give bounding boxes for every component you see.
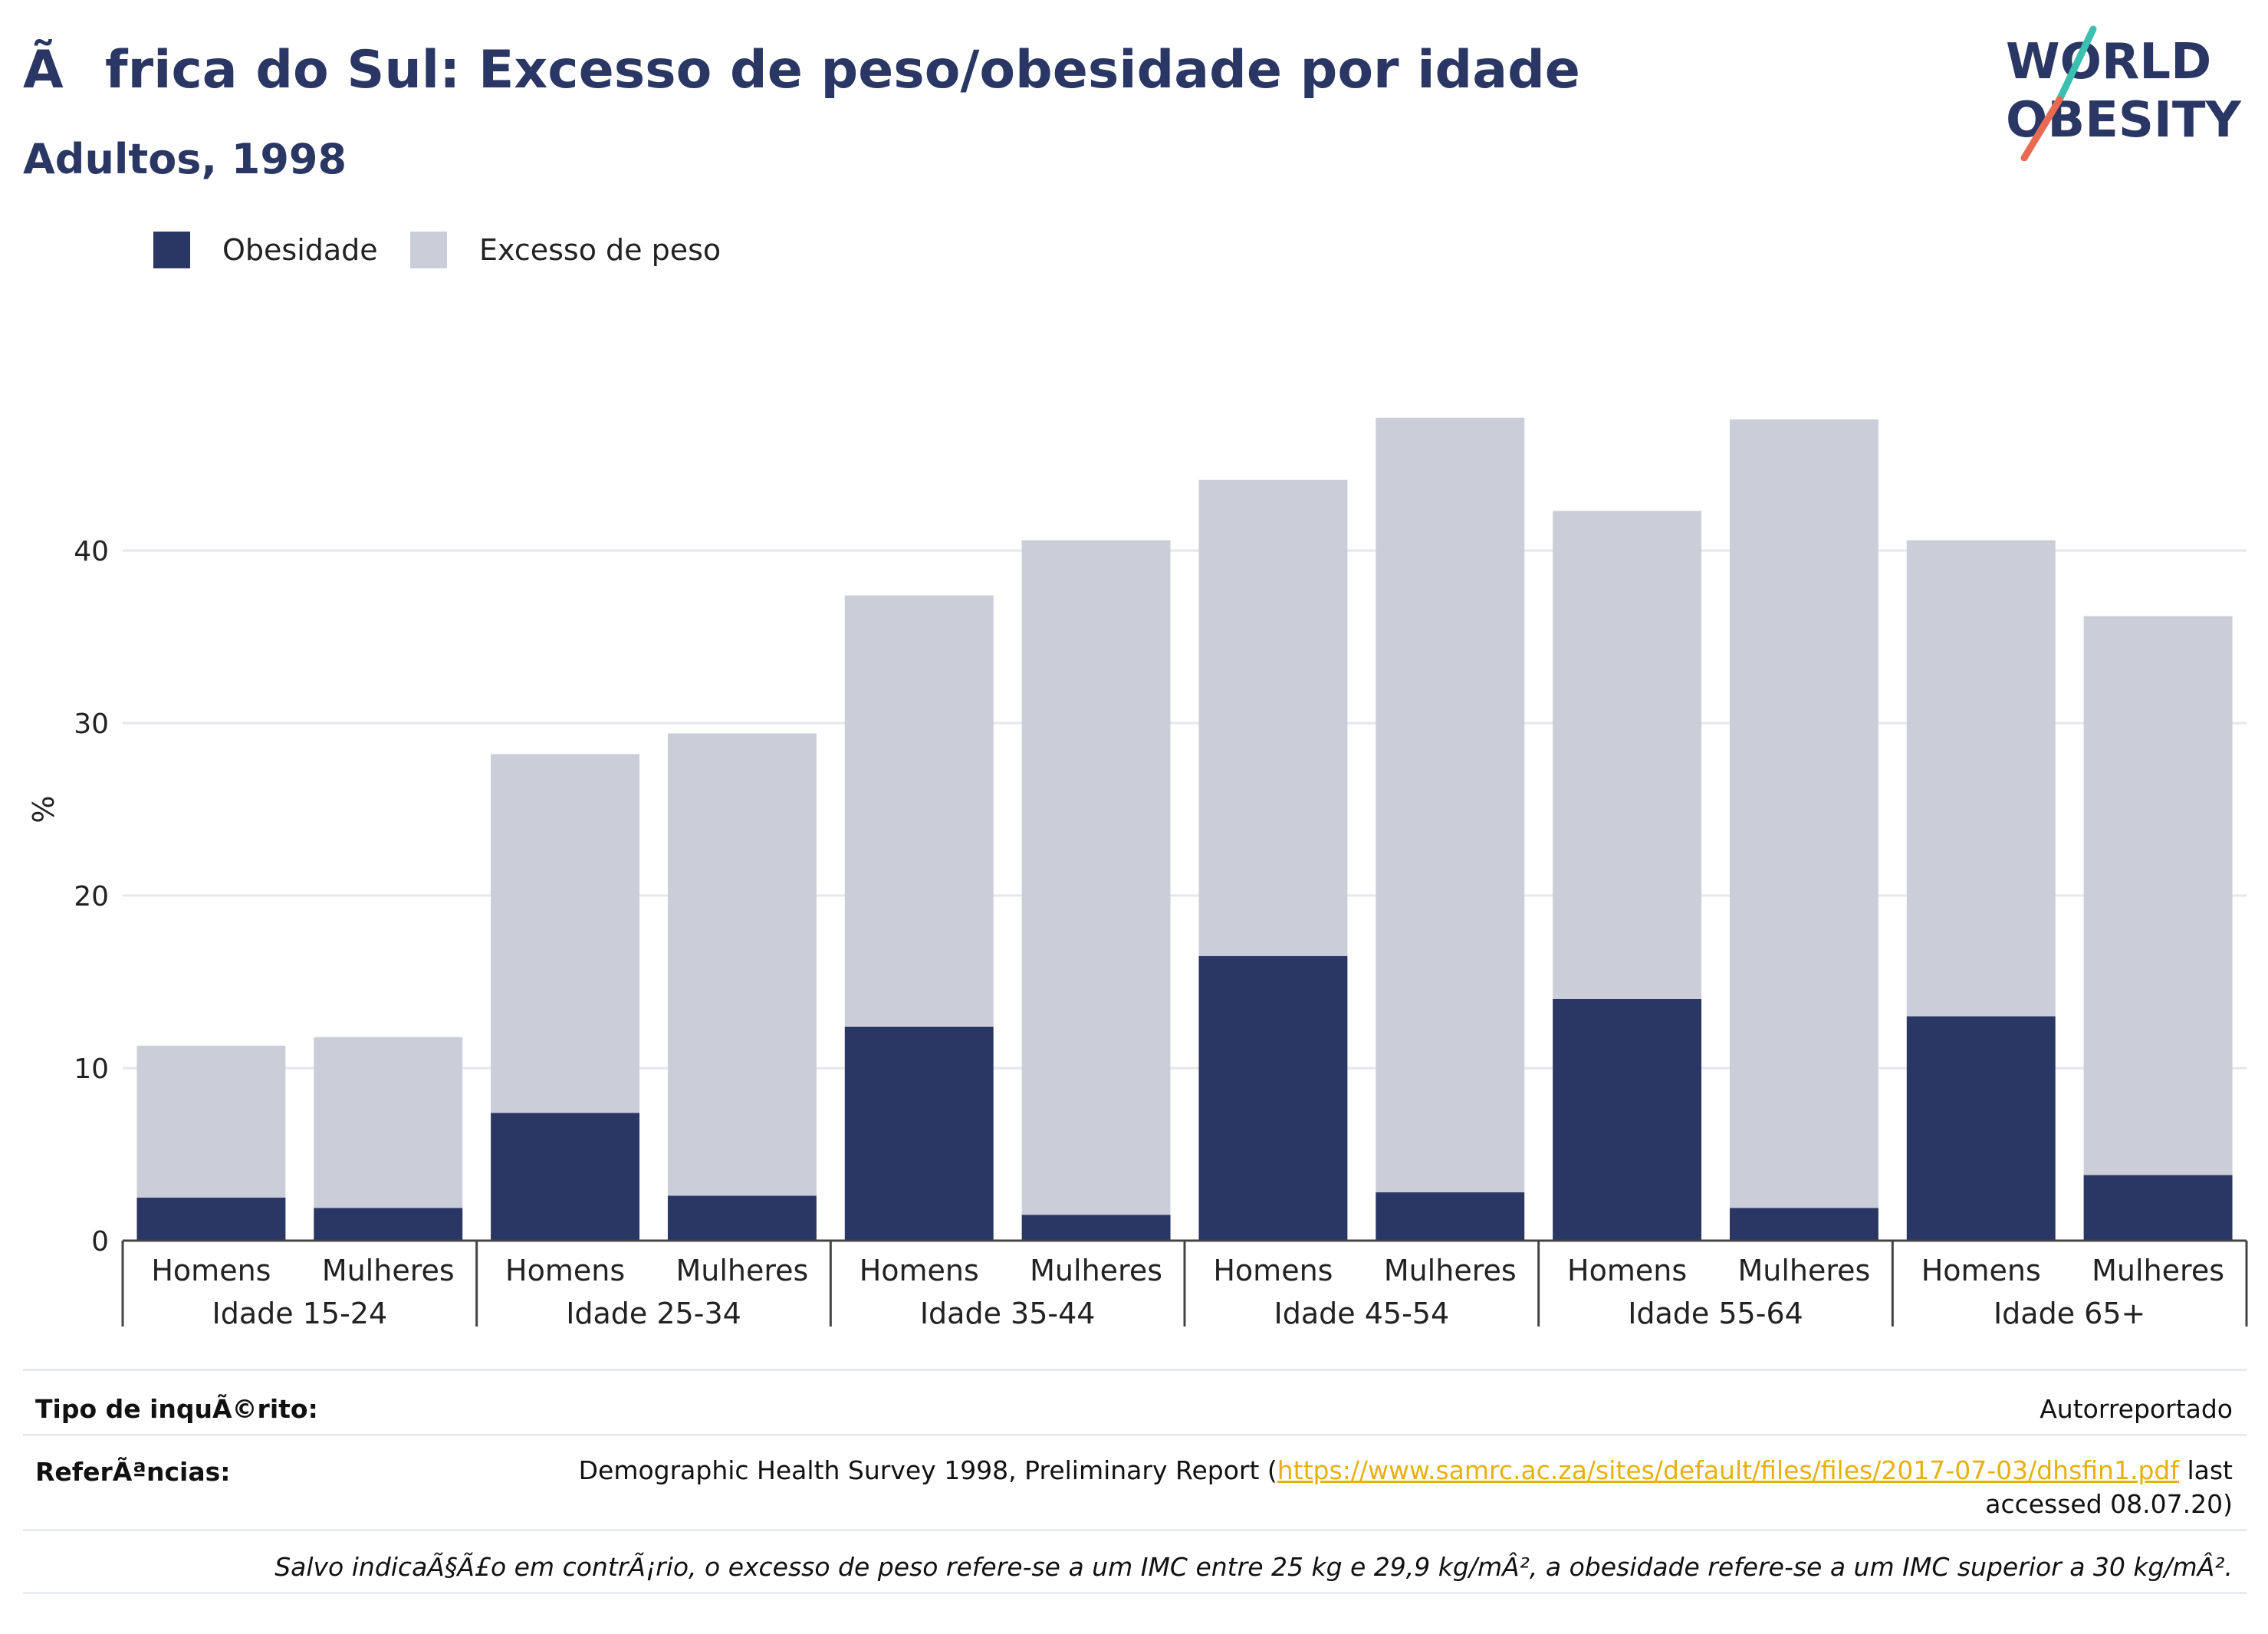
x-subcategory-label: Homens	[151, 1254, 271, 1287]
bar-obesidade	[314, 1208, 463, 1241]
x-subcategory-label: Homens	[1213, 1254, 1333, 1287]
bar-obesidade	[1553, 999, 1702, 1241]
references-accessed: last accessed 08.07.20)	[1985, 1455, 2233, 1519]
y-tick-label: 20	[74, 881, 109, 912]
logo-accent-teal	[2056, 25, 2097, 104]
logo-word-2: OBESITY	[2006, 92, 2241, 149]
y-tick-label: 10	[74, 1054, 109, 1085]
references-value: Demographic Health Survey 1998, Prelimin…	[469, 1454, 2233, 1521]
bar-excesso-de-peso	[2083, 616, 2233, 1175]
x-subcategory-label: Mulheres	[1030, 1254, 1162, 1287]
references-label: ReferÃªncias:	[35, 1457, 231, 1487]
x-subcategory-label: Homens	[1921, 1254, 2041, 1287]
bar-obesidade	[1376, 1192, 1525, 1241]
references-link[interactable]: https://www.samrc.ac.za/sites/default/fi…	[1277, 1455, 2179, 1485]
bar-obesidade	[491, 1113, 640, 1241]
x-subcategory-label: Mulheres	[2092, 1254, 2224, 1287]
survey-type-value: Autorreportado	[2040, 1394, 2233, 1424]
bar-excesso-de-peso	[667, 733, 817, 1196]
bar-excesso-de-peso	[1729, 419, 1878, 1208]
x-subcategory-label: Mulheres	[675, 1254, 808, 1287]
logo-accent-coral	[2020, 96, 2063, 161]
x-subcategory-label: Mulheres	[1737, 1254, 1870, 1287]
y-tick-label: 30	[74, 709, 109, 740]
x-subcategory-label: Mulheres	[322, 1254, 455, 1287]
footer-divider	[23, 1434, 2247, 1436]
bar-excesso-de-peso	[1021, 540, 1171, 1215]
chart-subtitle: Adultos, 1998	[23, 135, 347, 183]
bar-excesso-de-peso	[136, 1045, 286, 1198]
x-group-label: Idade 65+	[1994, 1297, 2145, 1330]
footer-divider	[23, 1529, 2247, 1531]
legend-swatch-obesidade	[153, 232, 190, 268]
references-text: Demographic Health Survey 1998, Prelimin…	[578, 1455, 1277, 1485]
bar-obesidade	[1729, 1208, 1878, 1241]
x-subcategory-label: Homens	[1567, 1254, 1687, 1287]
x-group-label: Idade 45-54	[1274, 1297, 1450, 1330]
logo-word-1: WORLD	[2006, 34, 2211, 90]
footer-divider	[23, 1592, 2247, 1594]
x-subcategory-label: Homens	[505, 1254, 625, 1287]
bar-excesso-de-peso	[314, 1037, 463, 1208]
bar-excesso-de-peso	[1906, 540, 2056, 1017]
stacked-bar-chart: 0 10 20 30 40% Homens Mulheres Idade 15-24 Homen…	[27, 417, 2248, 1330]
bar-obesidade	[2083, 1175, 2233, 1241]
survey-type-label: Tipo de inquÃ©rito:	[35, 1394, 318, 1424]
bar-obesidade	[1021, 1215, 1171, 1241]
chart-title: Ãfrica do Sul: Excesso de peso/obesidad…	[23, 40, 1580, 100]
x-subcategory-label: Mulheres	[1384, 1254, 1517, 1287]
x-group-label: Idade 35-44	[920, 1297, 1096, 1330]
world-obesity-logo: WORLD OBESITY	[2006, 25, 2241, 161]
bar-excesso-de-peso	[1198, 479, 1348, 956]
x-group-label: Idade 55-64	[1628, 1297, 1803, 1330]
bar-excesso-de-peso	[491, 754, 640, 1113]
bar-obesidade	[1906, 1016, 2056, 1241]
footer-divider	[23, 1369, 2247, 1371]
bar-excesso-de-peso	[844, 595, 994, 1027]
bar-obesidade	[667, 1195, 817, 1241]
y-axis-title: %	[27, 795, 61, 823]
legend-label-obesidade: Obesidade	[222, 233, 378, 267]
x-subcategory-label: Homens	[860, 1254, 979, 1287]
legend-swatch-excesso-de-peso	[410, 232, 447, 268]
y-tick-label: 40	[74, 536, 109, 567]
legend-label-excesso-de-peso: Excesso de peso	[479, 233, 721, 267]
y-tick-label: 0	[91, 1226, 109, 1258]
bar-obesidade	[1198, 955, 1348, 1241]
bar-excesso-de-peso	[1553, 511, 1702, 999]
definition-note: Salvo indicaÃ§Ã£o em contrÃ¡rio, o exces…	[274, 1552, 2233, 1582]
x-group-label: Idade 15-24	[212, 1297, 388, 1330]
bar-obesidade	[844, 1027, 994, 1241]
x-group-label: Idade 25-34	[566, 1297, 741, 1330]
bar-excesso-de-peso	[1376, 417, 1525, 1192]
bar-obesidade	[136, 1197, 286, 1241]
